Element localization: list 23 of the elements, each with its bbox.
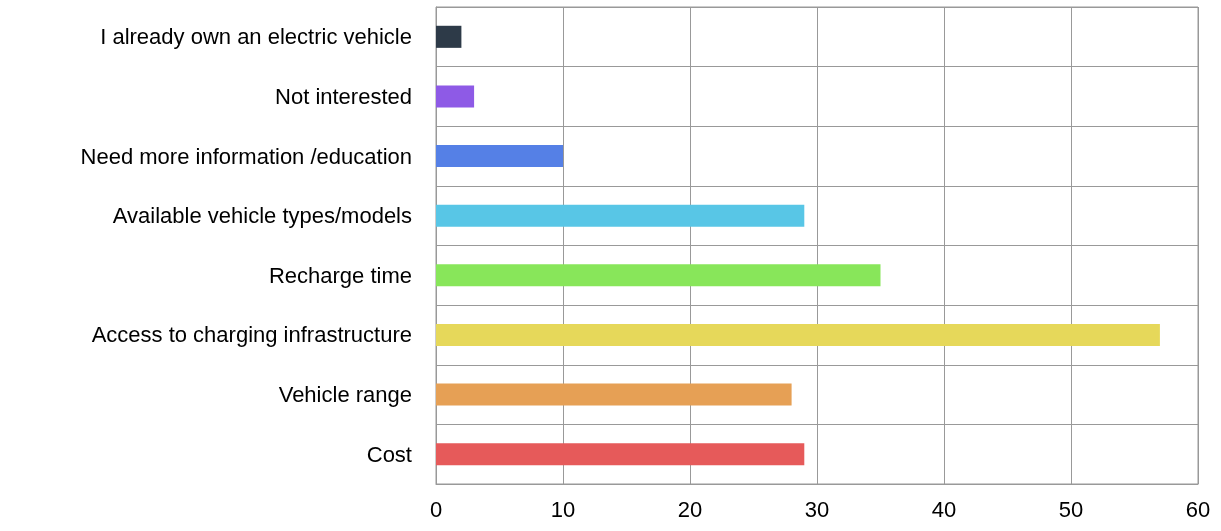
y-tick-label: Vehicle range <box>278 382 412 408</box>
bar <box>436 85 475 108</box>
bar <box>436 264 881 287</box>
x-tick-label: 50 <box>1058 496 1084 522</box>
bar <box>436 204 805 227</box>
y-tick-label: Not interested <box>275 83 412 109</box>
bar <box>436 323 1160 346</box>
x-tick-label: 0 <box>429 496 443 522</box>
y-tick-label: Cost <box>366 441 412 467</box>
x-tick-label: 60 <box>1185 496 1211 522</box>
bar <box>436 25 462 48</box>
y-tick-label: Available vehicle types/models <box>112 203 412 229</box>
y-tick-label: I already own an electric vehicle <box>100 24 412 50</box>
x-tick-label: 40 <box>931 496 957 522</box>
y-tick-label: Need more information /education <box>80 143 412 169</box>
x-tick-label: 30 <box>804 496 830 522</box>
y-tick-label: Recharge time <box>268 262 412 288</box>
x-tick-label: 20 <box>677 496 703 522</box>
x-tick-label: 10 <box>550 496 576 522</box>
y-tick-label: Access to charging infrastructure <box>91 322 412 348</box>
bar <box>436 145 563 168</box>
bar <box>436 383 792 406</box>
bar <box>436 443 805 466</box>
